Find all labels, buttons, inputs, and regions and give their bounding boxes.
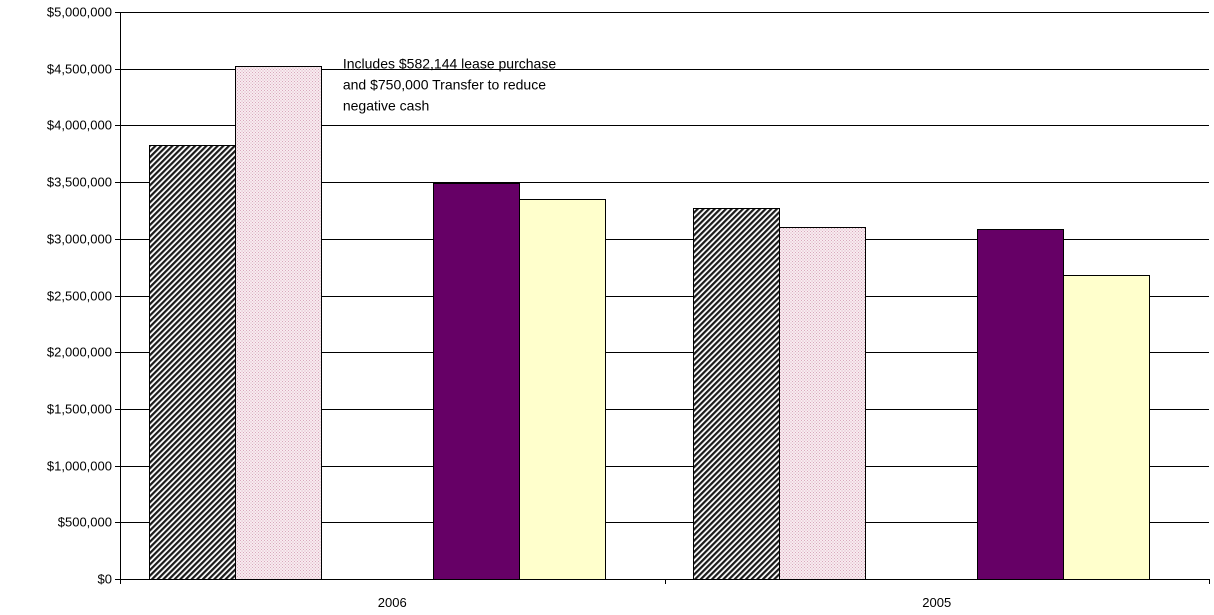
bar-2005-series-4 <box>1063 275 1150 580</box>
bar-2005-series-3 <box>977 229 1064 580</box>
bar-2006-series-3 <box>433 183 520 580</box>
bar-2005-series-2 <box>779 227 866 580</box>
bar-2006-series-4 <box>519 199 606 580</box>
annotation-line: Includes $582,144 lease purchase <box>343 55 556 71</box>
y-tick-label: $1,500,000 <box>47 402 112 417</box>
annotation-line: negative cash <box>343 97 429 113</box>
y-tick-label: $3,000,000 <box>47 232 112 247</box>
y-tick-label: $2,500,000 <box>47 289 112 304</box>
y-tick-label: $0 <box>98 572 112 587</box>
labels: $0 $500,000 $1,000,000 $1,500,000 $2,000,000… <box>47 5 951 611</box>
y-tick-label: $5,000,000 <box>47 5 112 20</box>
y-tick-label: $500,000 <box>58 515 112 530</box>
annotation: Includes $582,144 lease purchase and $750… <box>343 55 556 113</box>
bars <box>149 66 1150 580</box>
bar-2006-series-2 <box>235 66 322 580</box>
annotation-line: and $750,000 Transfer to reduce <box>343 76 546 92</box>
y-tick-label: $3,500,000 <box>47 175 112 190</box>
y-tick-label: $2,000,000 <box>47 345 112 360</box>
y-tick-label: $1,000,000 <box>47 459 112 474</box>
x-tick-label: 2006 <box>378 595 407 610</box>
axes <box>115 12 1210 584</box>
bar-2005-series-1 <box>693 208 780 580</box>
y-tick-label: $4,000,000 <box>47 118 112 133</box>
bar-2006-series-1 <box>149 145 236 580</box>
y-tick-label: $4,500,000 <box>47 62 112 77</box>
x-tick-label: 2005 <box>922 595 951 610</box>
